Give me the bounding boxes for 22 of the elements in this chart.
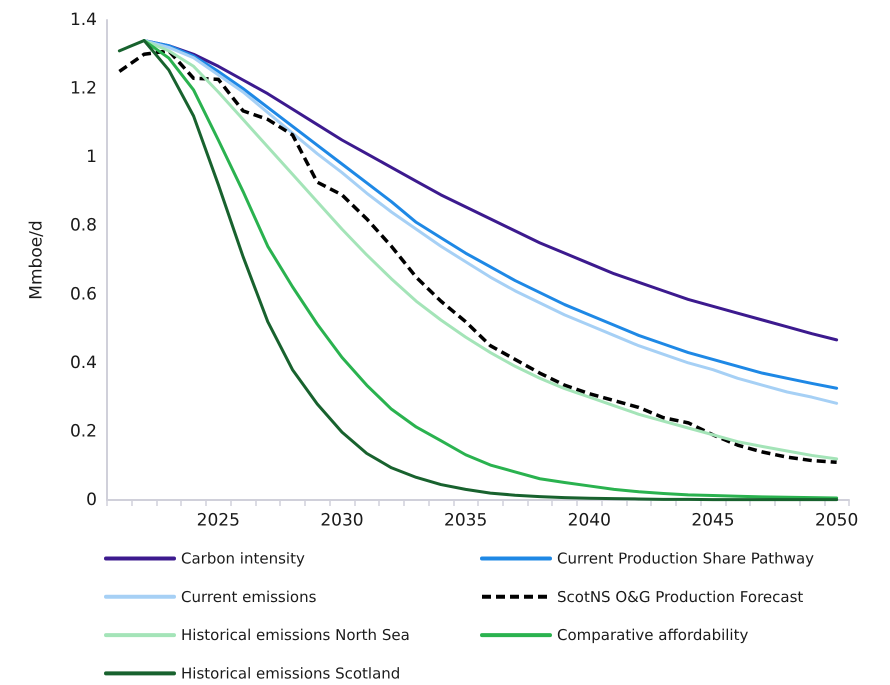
legend-label: Carbon intensity — [181, 550, 305, 568]
x-tick-label: 2045 — [691, 510, 735, 530]
y-axis-title: Mmboe/d — [26, 220, 46, 300]
y-tick-label: 1.2 — [70, 78, 97, 99]
legend-label: Current Production Share Pathway — [557, 550, 814, 568]
y-tick-label: 0.8 — [70, 216, 97, 236]
legend-label: Comparative affordability — [557, 626, 748, 644]
legend-label: Historical emissions Scotland — [181, 664, 400, 682]
y-tick-label: 0.4 — [70, 352, 97, 373]
legend-label: ScotNS O&G Production Forecast — [557, 588, 804, 606]
legend-label: Historical emissions North Sea — [181, 626, 410, 644]
legend-label: Current emissions — [181, 588, 317, 606]
y-tick-label: 0.6 — [70, 284, 97, 304]
x-tick-label: 2040 — [568, 510, 611, 530]
y-tick-label: 0.2 — [70, 421, 97, 442]
x-tick-label: 2035 — [444, 510, 488, 530]
x-tick-label: 2025 — [196, 510, 240, 530]
y-tick-label: 1.4 — [70, 10, 97, 30]
y-tick-label: 1 — [86, 147, 97, 168]
y-tick-label: 0 — [86, 490, 97, 510]
x-tick-label: 2030 — [320, 510, 364, 530]
x-tick-label: 2050 — [815, 510, 858, 530]
